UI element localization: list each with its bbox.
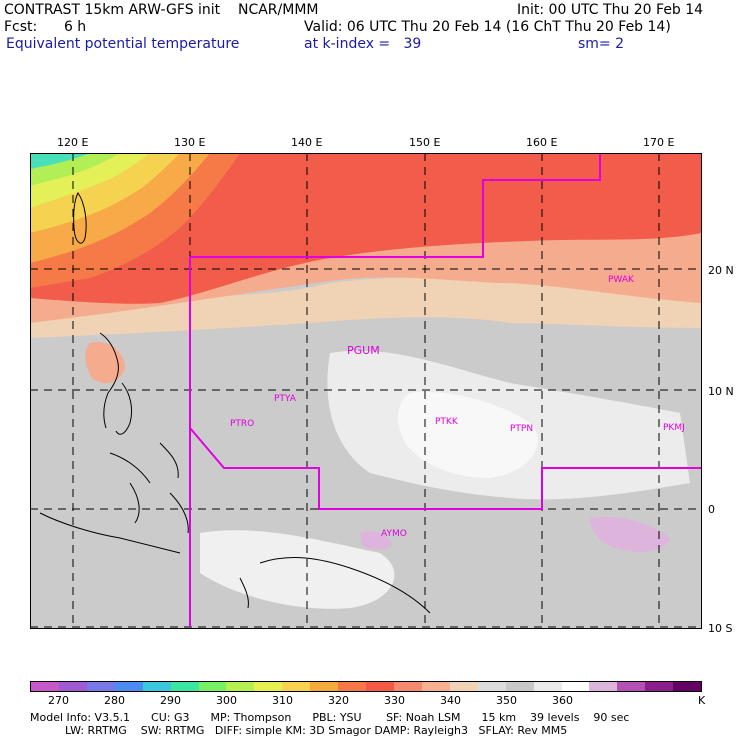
level-info: at k-index = 39 (304, 36, 422, 52)
colorbar-swatch (673, 682, 702, 691)
shade-355-south (200, 530, 395, 609)
run-title: CONTRAST 15km ARW-GFS init NCAR/MMM (4, 2, 319, 18)
model-info-line2: LW: RRTMG SW: RRTMG DIFF: simple KM: 3D … (30, 724, 568, 737)
colorbar-swatch (393, 682, 422, 691)
colorbar-swatch (477, 682, 506, 691)
colorbar-swatch (254, 682, 283, 691)
map-frame (30, 153, 702, 629)
colorbar-label: 350 (496, 694, 517, 707)
lon-label-120: 120 E (57, 136, 89, 149)
colorbar-swatch (617, 682, 646, 691)
colorbar-label: 360 (552, 694, 573, 707)
colorbar-label: 300 (216, 694, 237, 707)
valid-time: Valid: 06 UTC Thu 20 Feb 14 (16 ChT Thu … (304, 19, 671, 35)
lon-label-130: 130 E (174, 136, 206, 149)
colorbar-label: 270 (48, 694, 69, 707)
colorbar-swatch (86, 682, 115, 691)
init-time: Init: 00 UTC Thu 20 Feb 14 (517, 2, 704, 18)
colorbar (30, 681, 702, 692)
theta-e-map: PWAK PGUM PTYA PTRO PTKK PTPN PKMJ AYMO (30, 153, 702, 629)
model-info-line1: Model Info: V3.5.1 CU: G3 MP: Thompson P… (30, 711, 630, 724)
colorbar-swatch (449, 682, 478, 691)
station-ptkk: PTKK (435, 417, 459, 427)
station-ptro: PTRO (230, 419, 254, 429)
colorbar-label: 340 (440, 694, 461, 707)
colorbar-swatch (533, 682, 562, 691)
fir-boundary (189, 153, 702, 627)
shade-360 (398, 392, 538, 478)
colorbar-swatch (505, 682, 534, 691)
lat-label-10n: 10 N (708, 385, 734, 398)
lon-label-150: 150 E (409, 136, 441, 149)
station-ptya: PTYA (274, 394, 297, 404)
colorbar-swatch (226, 682, 255, 691)
colorbar-swatch (58, 682, 87, 691)
colorbar-swatch (645, 682, 674, 691)
colorbar-label: 310 (272, 694, 293, 707)
colorbar-swatch (561, 682, 590, 691)
station-pkmj: PKMJ (663, 423, 685, 433)
smoothing-info: sm= 2 (578, 36, 625, 52)
colorbar-swatch (589, 682, 618, 691)
colorbar-swatch (170, 682, 199, 691)
shade-290 (30, 153, 90, 169)
colorbar-label: 330 (384, 694, 405, 707)
lon-label-170: 170 E (643, 136, 675, 149)
colorbar-label: 280 (104, 694, 125, 707)
lat-label-20n: 20 N (708, 264, 734, 277)
colorbar-swatch (114, 682, 143, 691)
shade-345 (30, 277, 702, 338)
lat-label-0: 0 (708, 503, 715, 516)
shade-purple-se (590, 516, 670, 552)
station-pgum: PGUM (347, 344, 380, 357)
colorbar-label: 320 (328, 694, 349, 707)
lon-label-140: 140 E (291, 136, 323, 149)
lon-label-160: 160 E (526, 136, 558, 149)
colorbar-swatch (366, 682, 394, 691)
colorbar-label: 290 (160, 694, 181, 707)
colorbar-swatch (142, 682, 171, 691)
shade-purple-png (360, 531, 392, 550)
coastlines (39, 192, 431, 614)
colorbar-swatch (310, 682, 339, 691)
colorbar-swatch (338, 682, 367, 691)
colorbar-swatch (31, 682, 59, 691)
field-name: Equivalent potential temperature (6, 36, 240, 52)
colorbar-unit: K (698, 694, 706, 707)
colorbar-swatch (282, 682, 311, 691)
station-ptpn: PTPN (510, 424, 533, 434)
colorbar-swatch (421, 682, 450, 691)
forecast-hour: Fcst: 6 h (4, 19, 87, 35)
colorbar-swatch (198, 682, 227, 691)
station-pwak: PWAK (608, 275, 635, 285)
lat-label-10s: 10 S (708, 622, 733, 635)
station-aymo: AYMO (381, 529, 407, 539)
